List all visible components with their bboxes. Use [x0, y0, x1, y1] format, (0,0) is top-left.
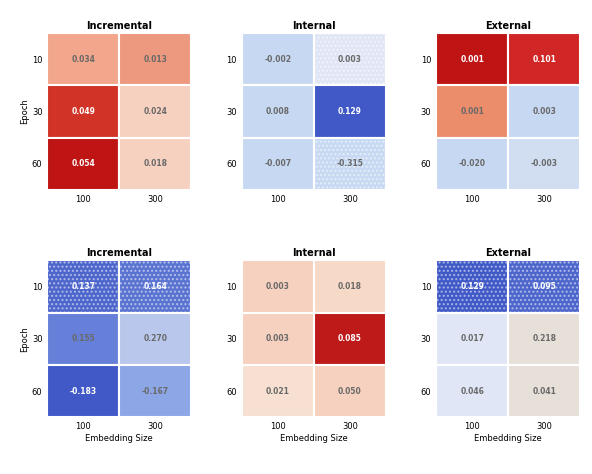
Bar — [508, 313, 580, 365]
Text: -0.002: -0.002 — [264, 55, 291, 64]
Text: 0.034: 0.034 — [72, 55, 95, 64]
Text: 0.101: 0.101 — [532, 55, 556, 64]
Bar — [314, 137, 386, 190]
Text: 0.095: 0.095 — [532, 282, 556, 291]
Text: 0.129: 0.129 — [460, 282, 484, 291]
Text: -0.167: -0.167 — [142, 386, 169, 395]
Bar — [47, 33, 120, 85]
Bar — [120, 313, 191, 365]
Text: 0.018: 0.018 — [143, 159, 168, 168]
Bar — [47, 260, 120, 313]
Text: 0.018: 0.018 — [338, 282, 362, 291]
Bar — [242, 85, 314, 137]
Text: 0.017: 0.017 — [460, 334, 484, 343]
Bar — [242, 365, 314, 417]
Bar — [120, 365, 191, 417]
Bar — [436, 85, 508, 137]
Text: 0.218: 0.218 — [532, 334, 556, 343]
Bar — [314, 313, 386, 365]
Bar — [314, 33, 386, 85]
Text: 0.054: 0.054 — [72, 159, 95, 168]
Title: Internal: Internal — [292, 248, 336, 258]
Bar — [508, 260, 580, 313]
X-axis label: Embedding Size: Embedding Size — [280, 434, 348, 443]
Text: 0.155: 0.155 — [72, 334, 95, 343]
Title: Incremental: Incremental — [86, 248, 152, 258]
Bar — [47, 85, 120, 137]
Text: 0.003: 0.003 — [532, 107, 556, 116]
Bar — [314, 85, 386, 137]
Bar — [47, 365, 120, 417]
Bar — [508, 260, 580, 313]
Text: 0.003: 0.003 — [266, 334, 289, 343]
Text: 0.164: 0.164 — [143, 282, 168, 291]
Text: 0.021: 0.021 — [266, 386, 289, 395]
Bar — [314, 137, 386, 190]
Title: External: External — [485, 248, 531, 258]
Text: 0.046: 0.046 — [460, 386, 484, 395]
Text: 0.041: 0.041 — [532, 386, 556, 395]
Bar — [120, 33, 191, 85]
Text: -0.315: -0.315 — [336, 159, 363, 168]
Bar — [436, 260, 508, 313]
Bar — [508, 137, 580, 190]
Bar — [508, 365, 580, 417]
X-axis label: Embedding Size: Embedding Size — [474, 434, 542, 443]
Y-axis label: Epoch: Epoch — [20, 326, 29, 352]
Text: 0.129: 0.129 — [338, 107, 362, 116]
Text: -0.007: -0.007 — [264, 159, 291, 168]
Bar — [436, 260, 508, 313]
Text: 0.085: 0.085 — [338, 334, 362, 343]
Bar — [47, 137, 120, 190]
Text: 0.003: 0.003 — [266, 282, 289, 291]
Title: Internal: Internal — [292, 21, 336, 31]
Bar — [508, 85, 580, 137]
Text: -0.003: -0.003 — [530, 159, 558, 168]
Text: -0.020: -0.020 — [459, 159, 485, 168]
Text: 0.001: 0.001 — [460, 107, 484, 116]
Bar — [242, 260, 314, 313]
Bar — [242, 137, 314, 190]
Bar — [120, 260, 191, 313]
Bar — [508, 33, 580, 85]
Text: 0.003: 0.003 — [338, 55, 362, 64]
Title: External: External — [485, 21, 531, 31]
Bar — [120, 260, 191, 313]
Text: 0.013: 0.013 — [143, 55, 168, 64]
Bar — [436, 137, 508, 190]
Bar — [120, 137, 191, 190]
Bar — [314, 365, 386, 417]
Bar — [242, 313, 314, 365]
Text: -0.183: -0.183 — [70, 386, 97, 395]
Text: 0.270: 0.270 — [143, 334, 168, 343]
Text: 0.137: 0.137 — [72, 282, 95, 291]
Text: 0.008: 0.008 — [266, 107, 289, 116]
Bar — [436, 313, 508, 365]
Bar — [47, 313, 120, 365]
Bar — [314, 260, 386, 313]
Text: 0.050: 0.050 — [338, 386, 362, 395]
Bar — [436, 365, 508, 417]
Bar — [436, 33, 508, 85]
Bar — [120, 85, 191, 137]
Text: 0.024: 0.024 — [143, 107, 168, 116]
Title: Incremental: Incremental — [86, 21, 152, 31]
Y-axis label: Epoch: Epoch — [20, 99, 29, 124]
Bar — [242, 33, 314, 85]
Text: 0.049: 0.049 — [72, 107, 95, 116]
Bar — [47, 260, 120, 313]
Text: 0.001: 0.001 — [460, 55, 484, 64]
X-axis label: Embedding Size: Embedding Size — [85, 434, 153, 443]
Bar — [314, 33, 386, 85]
